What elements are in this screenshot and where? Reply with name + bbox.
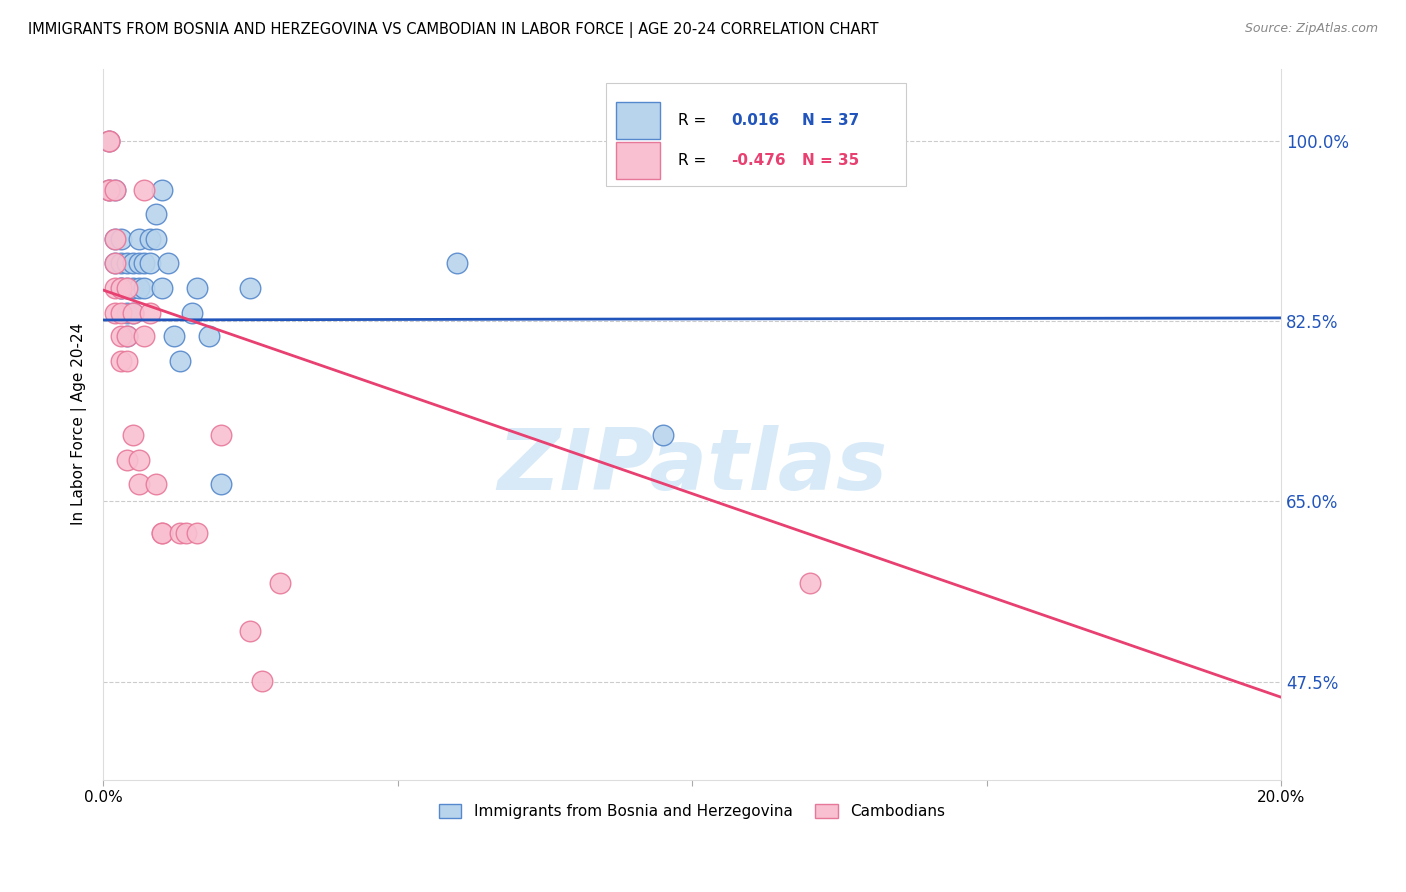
- Y-axis label: In Labor Force | Age 20-24: In Labor Force | Age 20-24: [72, 323, 87, 525]
- Point: [799, 575, 821, 590]
- FancyBboxPatch shape: [616, 102, 661, 139]
- Point: [163, 329, 186, 343]
- Point: [115, 281, 138, 295]
- Point: [98, 183, 121, 197]
- Point: [121, 256, 143, 270]
- Point: [110, 281, 132, 295]
- Point: [115, 306, 138, 320]
- Point: [115, 329, 138, 343]
- Point: [446, 256, 468, 270]
- Point: [169, 354, 191, 368]
- Point: [186, 281, 208, 295]
- Point: [209, 428, 232, 442]
- Point: [145, 476, 167, 491]
- Point: [250, 673, 273, 688]
- Point: [150, 526, 173, 541]
- Point: [128, 453, 150, 467]
- Point: [150, 183, 173, 197]
- Point: [139, 256, 162, 270]
- Point: [98, 134, 121, 148]
- Point: [186, 526, 208, 541]
- Point: [134, 256, 156, 270]
- Point: [104, 256, 127, 270]
- Text: 0.016: 0.016: [731, 113, 779, 128]
- Point: [121, 306, 143, 320]
- Point: [145, 207, 167, 221]
- Point: [104, 306, 127, 320]
- Legend: Immigrants from Bosnia and Herzegovina, Cambodians: Immigrants from Bosnia and Herzegovina, …: [433, 798, 952, 825]
- Point: [269, 575, 291, 590]
- Point: [98, 183, 121, 197]
- Text: N = 37: N = 37: [801, 113, 859, 128]
- Text: IMMIGRANTS FROM BOSNIA AND HERZEGOVINA VS CAMBODIAN IN LABOR FORCE | AGE 20-24 C: IMMIGRANTS FROM BOSNIA AND HERZEGOVINA V…: [28, 22, 879, 38]
- Point: [110, 281, 132, 295]
- Text: ZIPatlas: ZIPatlas: [496, 425, 887, 508]
- Point: [115, 281, 138, 295]
- Text: R =: R =: [678, 153, 711, 169]
- Point: [104, 183, 127, 197]
- Point: [110, 231, 132, 245]
- Point: [104, 256, 127, 270]
- Point: [239, 281, 262, 295]
- Point: [128, 231, 150, 245]
- Point: [104, 231, 127, 245]
- Point: [121, 428, 143, 442]
- Point: [198, 329, 221, 343]
- Point: [128, 281, 150, 295]
- Point: [98, 134, 121, 148]
- Point: [98, 183, 121, 197]
- Point: [128, 256, 150, 270]
- Point: [134, 329, 156, 343]
- Point: [169, 526, 191, 541]
- Point: [150, 526, 173, 541]
- Point: [209, 476, 232, 491]
- Point: [139, 231, 162, 245]
- Text: R =: R =: [678, 113, 711, 128]
- Point: [180, 306, 202, 320]
- Point: [110, 329, 132, 343]
- Point: [145, 231, 167, 245]
- Point: [110, 256, 132, 270]
- FancyBboxPatch shape: [606, 83, 907, 186]
- Point: [150, 281, 173, 295]
- Point: [134, 281, 156, 295]
- Point: [110, 354, 132, 368]
- Point: [98, 134, 121, 148]
- Point: [104, 231, 127, 245]
- Point: [115, 256, 138, 270]
- Point: [115, 354, 138, 368]
- Text: -0.476: -0.476: [731, 153, 786, 169]
- Point: [104, 281, 127, 295]
- Point: [115, 453, 138, 467]
- Point: [134, 183, 156, 197]
- Point: [651, 428, 673, 442]
- Point: [110, 306, 132, 320]
- Point: [128, 476, 150, 491]
- Point: [239, 624, 262, 639]
- Point: [156, 256, 179, 270]
- Text: N = 35: N = 35: [801, 153, 859, 169]
- Point: [121, 281, 143, 295]
- Point: [115, 329, 138, 343]
- Point: [139, 306, 162, 320]
- Point: [121, 306, 143, 320]
- Point: [110, 281, 132, 295]
- Point: [174, 526, 197, 541]
- Point: [104, 183, 127, 197]
- Text: Source: ZipAtlas.com: Source: ZipAtlas.com: [1244, 22, 1378, 36]
- FancyBboxPatch shape: [616, 143, 661, 179]
